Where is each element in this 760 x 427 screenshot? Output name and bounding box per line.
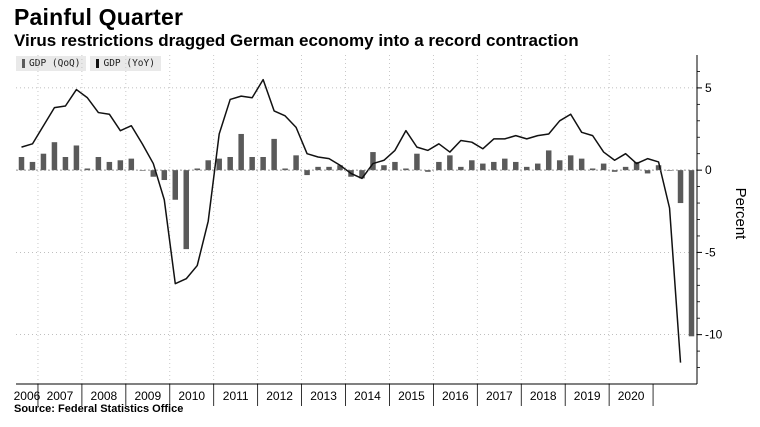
legend-label-yoy: GDP (YoY) <box>103 58 155 69</box>
x-tick-label: 2010 <box>178 389 205 403</box>
bar <box>73 145 80 171</box>
bar <box>589 168 596 171</box>
bar <box>688 170 695 337</box>
bar <box>425 170 431 172</box>
bar <box>282 168 288 171</box>
bar <box>611 170 618 172</box>
source-note: Source: Federal Statistics Office <box>14 403 184 415</box>
bar <box>600 163 607 171</box>
bar <box>183 170 189 250</box>
bar <box>458 166 464 171</box>
bar <box>556 160 563 171</box>
bar <box>106 161 113 171</box>
x-tick-label: 2006 <box>14 389 41 403</box>
x-tick-label: 2020 <box>618 389 645 403</box>
x-tick-label: 2019 <box>574 389 601 403</box>
bar <box>655 165 662 171</box>
y-tick-label: -5 <box>705 245 716 259</box>
x-tick-label: 2013 <box>310 389 337 403</box>
bar <box>359 170 365 179</box>
bar <box>62 156 69 171</box>
bar <box>633 161 640 171</box>
bar <box>205 160 211 171</box>
bar <box>447 155 453 171</box>
bar <box>534 163 541 171</box>
bar <box>172 170 179 200</box>
y-axis-label: Percent <box>732 188 749 241</box>
bar <box>238 133 244 171</box>
bar <box>578 158 585 171</box>
x-tick-label: 2008 <box>91 389 118 403</box>
bar-series-qoq <box>18 133 695 337</box>
bar <box>304 170 310 176</box>
bar <box>622 166 629 171</box>
axes <box>16 55 702 406</box>
y-tick-label: 5 <box>705 81 712 95</box>
bar <box>491 161 497 171</box>
bar <box>381 165 387 171</box>
bar <box>403 168 409 171</box>
bar <box>128 158 135 171</box>
yoy-line <box>21 78 682 363</box>
bar <box>677 170 684 204</box>
bar <box>513 161 519 171</box>
bar <box>567 155 574 171</box>
bar <box>117 160 124 171</box>
y-tick-labels: 5 0 -5 -10 <box>705 81 723 342</box>
bar <box>370 152 376 171</box>
bar <box>293 155 299 171</box>
bar <box>29 161 36 171</box>
bar <box>337 165 343 171</box>
bar <box>524 166 530 171</box>
gridlines <box>16 55 697 384</box>
bar <box>271 138 277 171</box>
x-tick-label: 2015 <box>398 389 425 403</box>
x-tick-label: 2012 <box>266 389 293 403</box>
bar <box>644 170 651 174</box>
legend-swatch-yoy <box>96 59 100 68</box>
bar <box>227 156 233 171</box>
bar <box>40 153 47 171</box>
bar <box>260 156 266 171</box>
bar <box>545 150 552 171</box>
x-tick-labels: 2006 2007 2008 2009 2010 2011 2012 2013 2014 2015… <box>14 389 645 403</box>
bar <box>84 168 91 171</box>
legend-swatch-qoq <box>22 59 25 68</box>
bar <box>249 156 255 171</box>
bar <box>392 161 398 171</box>
bar <box>502 158 508 171</box>
y-tick-label: 0 <box>705 163 712 177</box>
bar <box>480 163 486 171</box>
bar <box>150 170 157 177</box>
bar <box>436 161 442 171</box>
bar <box>51 142 58 171</box>
x-tick-label: 2014 <box>354 389 381 403</box>
bar <box>194 168 200 171</box>
x-tick-label: 2011 <box>223 389 249 403</box>
x-tick-label: 2016 <box>442 389 469 403</box>
x-tick-label: 2007 <box>47 389 74 403</box>
chart-subtitle: Virus restrictions dragged German econom… <box>14 31 579 50</box>
line-series-yoy <box>21 78 682 363</box>
bar <box>139 170 146 171</box>
x-tick-label: 2017 <box>486 389 513 403</box>
bar <box>161 170 168 181</box>
bar <box>469 160 475 171</box>
bar <box>326 166 332 171</box>
bar <box>95 156 102 171</box>
legend: GDP (QoQ) GDP (YoY) <box>16 56 165 71</box>
bar <box>315 166 321 171</box>
bar <box>414 153 420 171</box>
y-tick-label: -10 <box>705 328 723 342</box>
bar <box>216 158 222 171</box>
chart-title: Painful Quarter <box>14 4 184 30</box>
legend-item-qoq: GDP (QoQ) <box>16 56 87 71</box>
legend-label-qoq: GDP (QoQ) <box>29 58 81 69</box>
bar <box>18 156 25 171</box>
x-tick-label: 2009 <box>134 389 161 403</box>
x-tick-label: 2018 <box>530 389 557 403</box>
